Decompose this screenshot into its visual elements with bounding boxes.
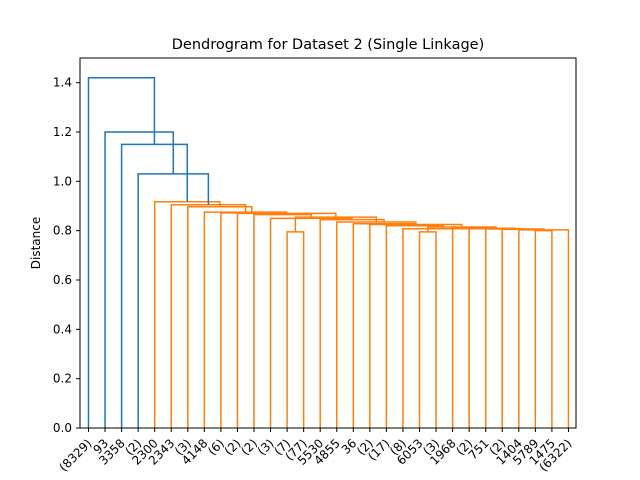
plot-frame <box>79 57 577 429</box>
dendrogram-link-1 <box>518 229 570 428</box>
dendrogram-link-15 <box>269 217 353 428</box>
dendrogram-link-23 <box>153 201 221 428</box>
x-axis-ticks: (8329)933358(2)23002343(3)4148(6)(2)(2)(… <box>57 428 575 474</box>
dendrogram-link-24 <box>137 173 210 428</box>
dendrogram-link-17 <box>253 213 313 428</box>
x-tick-label: (8329) <box>57 436 95 474</box>
y-tick-label: 0.4 <box>53 322 72 336</box>
chart-title: Dendrogram for Dataset 2 (Single Linkage… <box>172 37 485 53</box>
dendrogram-link-5 <box>451 227 516 428</box>
dendrogram-link-19 <box>220 212 284 428</box>
dendrogram-link-26 <box>104 131 175 428</box>
dendrogram-link-7 <box>402 227 485 428</box>
y-tick-label: 0.0 <box>53 421 72 435</box>
dendrogram-link-14 <box>286 231 305 428</box>
y-tick-label: 0.2 <box>53 372 72 386</box>
y-axis-ticks: 0.0 0.2 0.4 0.6 0.8 1.0 1.2 1.4 <box>53 76 80 435</box>
dendrogram-link-13 <box>319 218 385 428</box>
dendrogram-link-8 <box>427 226 497 232</box>
dendrogram-link-11 <box>352 223 416 428</box>
y-tick-label: 0.8 <box>53 224 72 238</box>
dendrogram-links <box>87 76 570 428</box>
dendrogram-link-22 <box>170 204 247 428</box>
dendrogram-link-10 <box>369 223 463 428</box>
dendrogram-link-12 <box>336 221 417 428</box>
dendrogram-link-20 <box>203 211 288 428</box>
y-tick-label: 1.4 <box>53 76 72 90</box>
dendrogram-link-4 <box>468 227 524 428</box>
y-tick-label: 0.6 <box>53 273 72 287</box>
dendrogram-link-9 <box>385 224 445 428</box>
y-tick-label: 1.2 <box>53 125 72 139</box>
dendrogram-link-2 <box>501 228 545 428</box>
dendrogram-link-21 <box>187 205 253 428</box>
y-axis-label: Distance <box>29 217 43 269</box>
dendrogram-link-6 <box>418 231 437 428</box>
dendrogram-link-0 <box>534 229 553 428</box>
y-tick-label: 1.0 <box>53 174 72 188</box>
dendrogram-link-27 <box>87 76 156 428</box>
